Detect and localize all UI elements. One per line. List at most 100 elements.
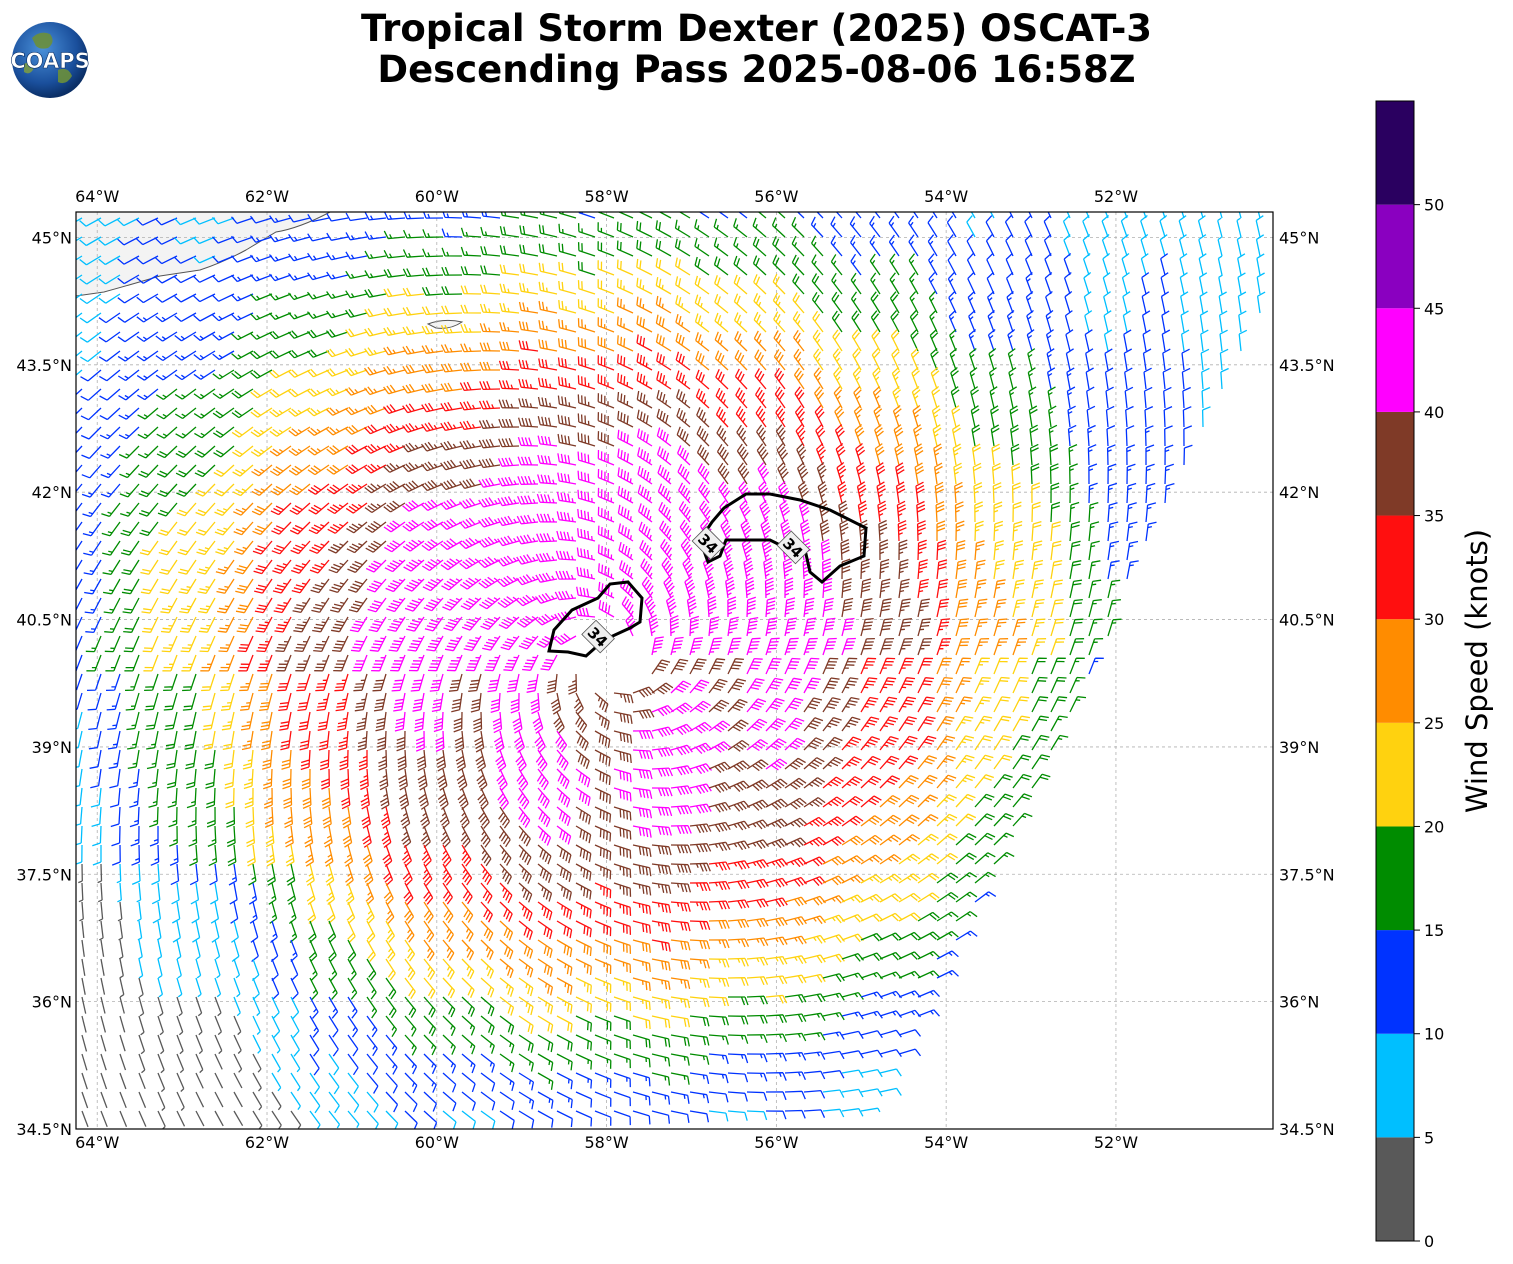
wind-barb: [251, 464, 273, 477]
wind-barb: [365, 559, 387, 573]
wind-barb: [993, 773, 1013, 789]
wind-barb: [974, 696, 992, 713]
wind-barb: [346, 901, 356, 924]
wind-barb: [185, 768, 197, 789]
wind-barb: [479, 597, 501, 610]
wind-barb: [1257, 212, 1261, 219]
wind-barb: [1050, 482, 1060, 504]
wind-barb: [499, 1053, 515, 1073]
wind-barb: [195, 1034, 204, 1055]
wind-barb: [1047, 386, 1056, 409]
wind-barb: [746, 657, 763, 675]
wind-barb: [85, 616, 102, 634]
wind-barb: [174, 407, 197, 420]
wind-barb: [556, 920, 573, 939]
wind-barb: [1237, 253, 1246, 276]
wind-barb: [694, 313, 710, 333]
wind-barb: [312, 616, 330, 633]
wind-barb: [723, 557, 734, 580]
wind-barb: [424, 616, 444, 632]
wind-barb: [803, 797, 826, 808]
wind-barb: [157, 977, 164, 998]
wind-barb: [366, 958, 377, 981]
wind-barb: [949, 348, 958, 371]
wind-barb: [917, 716, 936, 732]
wind-barb: [765, 1014, 788, 1024]
wind-barb: [191, 901, 200, 924]
wind-barb: [158, 521, 178, 537]
wind-barb: [928, 253, 938, 276]
lat-tick-label-right: 42°N: [1279, 483, 1319, 502]
wind-barb: [955, 598, 969, 618]
wind-barb: [347, 1072, 359, 1095]
wind-barb: [260, 711, 273, 731]
wind-barb: [632, 939, 651, 953]
wind-barb: [992, 482, 1002, 504]
wind-barb: [971, 424, 981, 447]
wind-barb: [1178, 234, 1187, 257]
wind-barb: [917, 1009, 940, 1017]
wind-barb: [518, 996, 534, 1016]
wind-barb: [138, 977, 144, 998]
wind-barb: [1162, 367, 1172, 390]
wind-barb: [518, 398, 539, 409]
wind-barb: [850, 253, 862, 276]
wind-barb: [855, 442, 866, 466]
wind-barb: [1218, 291, 1227, 314]
wind-barb: [195, 996, 203, 1017]
wind-barb: [856, 481, 867, 504]
wind-barb: [810, 216, 824, 238]
wind-barb: [872, 386, 882, 409]
wind-barb: [651, 636, 664, 656]
lon-tick-label-bottom: 58°W: [584, 1133, 628, 1152]
wind-barb: [594, 1110, 612, 1126]
wind-barb: [81, 996, 87, 1014]
wind-barb: [174, 350, 197, 361]
wind-barb: [519, 225, 539, 238]
lat-tick-label-right: 37.5°N: [1279, 865, 1335, 884]
wind-barb: [755, 405, 767, 428]
wind-barb: [366, 939, 376, 962]
wind-barb: [936, 578, 949, 599]
wind-barb: [136, 901, 142, 922]
wind-barb: [117, 331, 140, 343]
wind-barb: [111, 825, 121, 847]
wind-barb: [689, 721, 712, 734]
wind-barb: [364, 231, 387, 240]
wind-barb: [822, 1070, 845, 1079]
wind-barb: [136, 882, 142, 903]
wind-barb: [1085, 367, 1094, 390]
wind-barb: [408, 654, 425, 672]
wind-barb: [1012, 520, 1023, 542]
wind-barb: [841, 637, 856, 656]
wind-barb: [440, 538, 463, 551]
wind-barb: [733, 293, 748, 314]
wind-barb: [661, 557, 674, 580]
wind-barb: [679, 519, 692, 542]
wind-barb: [1069, 560, 1082, 580]
wind-barb: [1087, 444, 1097, 466]
wind-barb: [231, 426, 254, 438]
wind-barb: [98, 920, 104, 941]
wind-barb: [841, 933, 864, 943]
wind-barb: [613, 806, 632, 821]
wind-barb: [917, 618, 932, 637]
wind-barb: [345, 387, 368, 396]
lat-tick-label-left: 43.5°N: [16, 356, 72, 375]
wind-barb: [347, 977, 358, 1000]
wind-barb: [499, 302, 520, 314]
wind-barb: [347, 1053, 359, 1076]
wind-barb: [118, 920, 124, 941]
wind-barb: [638, 212, 653, 219]
wind-barb: [954, 481, 963, 504]
wind-barb: [727, 1110, 748, 1121]
wind-barb: [500, 635, 520, 651]
wind-barb: [1006, 291, 1014, 314]
wind-barb: [841, 874, 864, 884]
wind-barb: [772, 273, 786, 295]
wind-barb: [117, 901, 123, 922]
wind-barb: [294, 635, 311, 653]
wind-barb: [933, 443, 943, 466]
wind-barb: [422, 248, 444, 258]
wind-barb: [459, 401, 482, 411]
